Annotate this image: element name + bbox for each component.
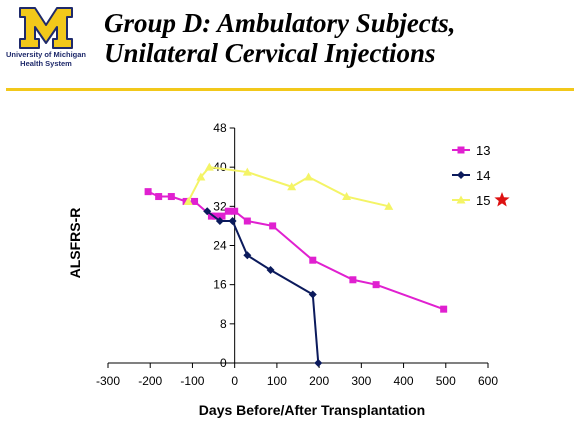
y-tick-label: 8 bbox=[220, 317, 227, 331]
x-tick-label: 400 bbox=[394, 374, 414, 388]
data-point-14 bbox=[203, 207, 212, 216]
data-point-13 bbox=[269, 222, 277, 230]
title-line-1: Group D: Ambulatory Subjects, bbox=[104, 8, 456, 38]
y-tick-label: 48 bbox=[213, 121, 227, 135]
data-point-15 bbox=[196, 172, 206, 181]
chart-axes: 0 8 16 24 32 40 48 -300 -200 -100 0 100 200 300 400 500… bbox=[96, 121, 498, 388]
data-point-13 bbox=[440, 305, 448, 313]
data-point-15 bbox=[204, 162, 214, 171]
data-point-13 bbox=[231, 207, 239, 215]
data-point-14 bbox=[314, 359, 323, 367]
x-tick-label: -300 bbox=[96, 374, 120, 388]
x-tick-label: 100 bbox=[267, 374, 287, 388]
legend-marker-15 bbox=[456, 195, 466, 204]
plot-area bbox=[144, 162, 448, 367]
data-point-13 bbox=[207, 212, 215, 220]
y-tick-label: 40 bbox=[213, 160, 227, 174]
university-logo: University of Michigan Health System bbox=[6, 6, 86, 68]
chart-legend: 13 14 15 bbox=[452, 143, 510, 208]
data-point-14 bbox=[243, 251, 252, 260]
data-point-15 bbox=[183, 196, 193, 205]
y-tick-label: 16 bbox=[213, 278, 227, 292]
data-point-14 bbox=[215, 217, 224, 226]
data-point-13 bbox=[212, 212, 220, 220]
y-tick-label: 24 bbox=[213, 239, 227, 253]
logo-text-university: University of Michigan bbox=[6, 50, 87, 59]
data-point-13 bbox=[144, 188, 152, 196]
y-tick-label: 32 bbox=[213, 199, 227, 213]
data-point-14 bbox=[266, 265, 275, 274]
legend-label-15: 15 bbox=[476, 193, 490, 208]
legend-label-13: 13 bbox=[476, 143, 490, 158]
data-point-14 bbox=[308, 290, 317, 299]
logo-text-health-system: Health System bbox=[20, 59, 72, 68]
y-tick-label: 0 bbox=[220, 356, 227, 370]
star-icon bbox=[494, 192, 510, 207]
title-line-2: Unilateral Cervical Injections bbox=[104, 38, 436, 68]
title-divider bbox=[6, 88, 574, 91]
data-point-13 bbox=[243, 217, 251, 225]
data-point-13 bbox=[224, 207, 232, 215]
y-axis-title: ALSFRS-R bbox=[67, 208, 83, 279]
block-m-icon bbox=[19, 7, 73, 49]
x-tick-label: 0 bbox=[231, 374, 238, 388]
data-point-13 bbox=[349, 276, 357, 284]
legend-marker-14 bbox=[457, 171, 465, 179]
x-tick-label: -200 bbox=[138, 374, 162, 388]
series-15 bbox=[183, 162, 394, 210]
data-point-15 bbox=[342, 192, 352, 201]
x-tick-label: 200 bbox=[309, 374, 329, 388]
data-point-14 bbox=[228, 217, 237, 226]
data-point-15 bbox=[242, 167, 252, 176]
x-tick-label: 600 bbox=[478, 374, 498, 388]
series-line-13 bbox=[147, 190, 445, 311]
data-point-13 bbox=[155, 193, 163, 201]
legend-label-14: 14 bbox=[476, 168, 490, 183]
data-point-13 bbox=[191, 197, 199, 205]
page-title: Group D: Ambulatory Subjects, Unilateral… bbox=[104, 8, 456, 68]
x-tick-label: -100 bbox=[180, 374, 204, 388]
data-point-15 bbox=[304, 172, 314, 181]
x-tick-label: 500 bbox=[436, 374, 456, 388]
x-axis-title: Days Before/After Transplantation bbox=[199, 402, 425, 418]
data-point-15 bbox=[287, 182, 297, 191]
x-tick-label: 300 bbox=[351, 374, 371, 388]
data-point-15 bbox=[384, 201, 394, 210]
data-point-13 bbox=[218, 212, 226, 220]
series-14 bbox=[203, 207, 323, 367]
series-13 bbox=[144, 188, 448, 313]
data-point-13 bbox=[372, 281, 380, 289]
data-point-13 bbox=[309, 256, 317, 264]
legend-marker-13 bbox=[457, 146, 465, 154]
data-point-13 bbox=[167, 193, 175, 201]
